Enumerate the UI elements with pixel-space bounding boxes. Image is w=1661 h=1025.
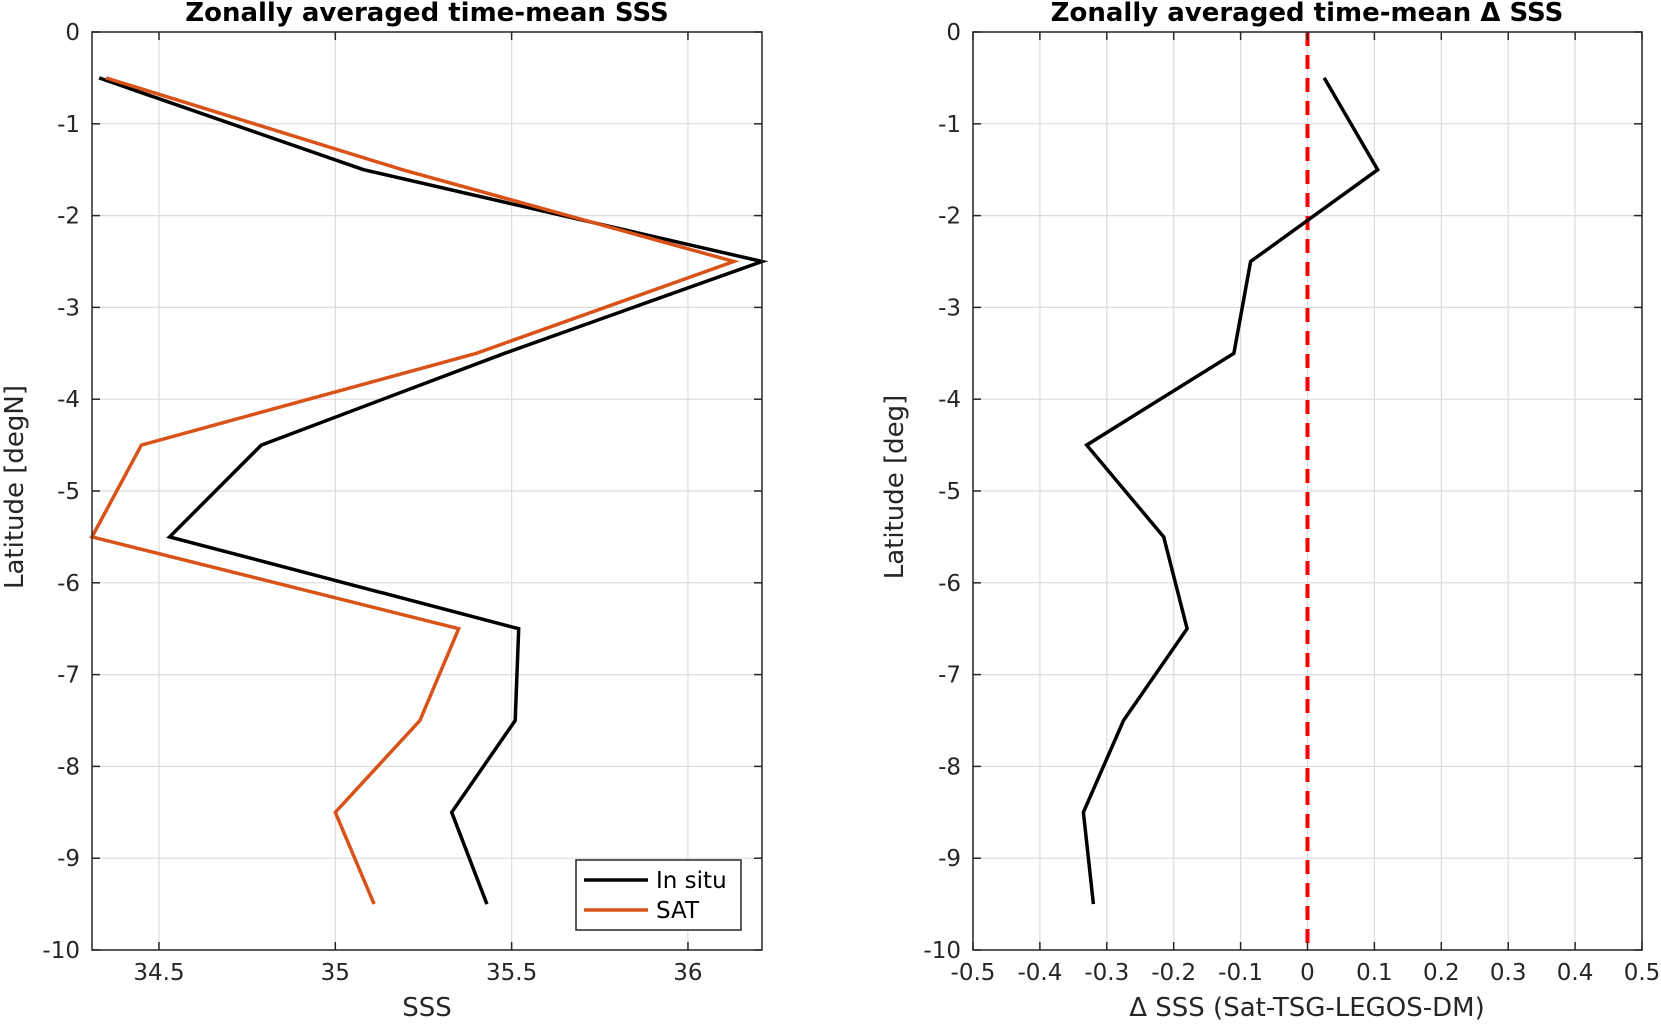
y-tick-label: -9 <box>938 846 961 872</box>
y-axis-label: Latitude [deg] <box>880 395 910 580</box>
x-tick-label: 36 <box>673 960 702 986</box>
y-tick-label: -6 <box>57 571 80 597</box>
chart-title: Zonally averaged time-mean Δ SSS <box>1051 0 1564 28</box>
x-axis-label: Δ SSS (Sat-TSG-LEGOS-DM) <box>1129 993 1485 1023</box>
x-tick-label: -0.1 <box>1218 960 1263 986</box>
y-tick-label: -4 <box>57 387 80 413</box>
x-tick-label: 34.5 <box>133 960 184 986</box>
y-tick-label: -2 <box>938 204 961 230</box>
x-tick-label: -0.2 <box>1151 960 1196 986</box>
legend-label: In situ <box>656 868 727 894</box>
x-tick-label: 35 <box>321 960 350 986</box>
y-tick-label: -8 <box>938 754 961 780</box>
y-tick-label: -7 <box>938 663 961 689</box>
y-tick-label: 0 <box>946 20 961 46</box>
y-tick-label: -5 <box>938 479 961 505</box>
x-tick-label: 0.4 <box>1557 960 1594 986</box>
y-tick-label: -8 <box>57 754 80 780</box>
series-line-sat <box>89 76 740 905</box>
legend: In situ SAT <box>575 859 742 931</box>
y-tick-label: -10 <box>923 938 961 964</box>
legend-box <box>575 859 742 931</box>
y-tick-label: -2 <box>57 204 80 230</box>
y-tick-label: -5 <box>57 479 80 505</box>
chart-sss: Zonally averaged time-mean SSS SSS Latit… <box>0 0 769 1023</box>
y-tick-label: -1 <box>57 112 80 138</box>
y-tick-label: -3 <box>938 295 961 321</box>
y-tick-label: -9 <box>57 846 80 872</box>
y-tick-label: -1 <box>938 112 961 138</box>
chart-title: Zonally averaged time-mean SSS <box>185 0 669 28</box>
x-tick-label: 0 <box>1300 960 1315 986</box>
series-line-0 <box>1081 77 1381 905</box>
y-tick-label: -3 <box>57 295 80 321</box>
y-tick-label: 0 <box>65 20 80 46</box>
x-tick-label: -0.4 <box>1017 960 1062 986</box>
legend-label: SAT <box>656 898 700 924</box>
x-tick-label: 0.2 <box>1423 960 1460 986</box>
x-tick-label: 0.1 <box>1356 960 1393 986</box>
x-tick-label: -0.3 <box>1084 960 1129 986</box>
x-tick-label: -0.5 <box>951 960 996 986</box>
x-tick-label: 35.5 <box>486 960 537 986</box>
y-tick-label: -4 <box>938 387 961 413</box>
x-axis-label: SSS <box>402 993 452 1023</box>
y-tick-label: -6 <box>938 571 961 597</box>
y-axis-label: Latitude [degN] <box>0 385 30 589</box>
y-tick-label: -7 <box>57 663 80 689</box>
x-tick-label: 0.5 <box>1624 960 1661 986</box>
chart-delta-sss: Zonally averaged time-mean Δ SSS Δ SSS (… <box>880 0 1660 1023</box>
x-tick-label: 0.3 <box>1490 960 1527 986</box>
y-tick-label: -10 <box>42 938 80 964</box>
